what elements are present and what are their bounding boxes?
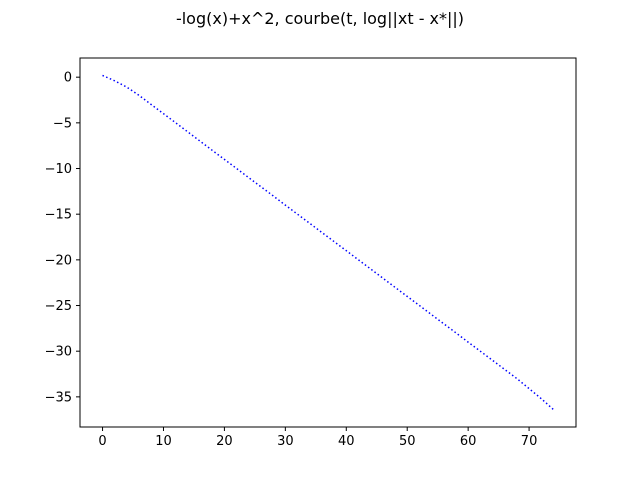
y-tick-label: −20 bbox=[45, 253, 72, 268]
x-tick-label: 30 bbox=[277, 434, 294, 449]
y-tick-label: −35 bbox=[45, 390, 72, 405]
y-axis: 0 −5 −10 −15 −20 −25 −30 −35 bbox=[45, 71, 80, 405]
x-tick-label: 40 bbox=[338, 434, 355, 449]
y-tick-label: −5 bbox=[53, 116, 72, 131]
axes-frame bbox=[79, 57, 577, 428]
y-tick-label: −15 bbox=[45, 208, 72, 223]
x-axis: 0 10 20 30 40 50 60 70 bbox=[98, 427, 537, 449]
x-tick-label: 70 bbox=[521, 434, 538, 449]
plot-area bbox=[102, 74, 554, 411]
y-tick-label: −10 bbox=[45, 162, 72, 177]
y-tick-label: 0 bbox=[64, 71, 72, 86]
y-tick-label: −30 bbox=[45, 345, 72, 360]
x-tick-label: 50 bbox=[399, 434, 416, 449]
series-line bbox=[102, 74, 554, 411]
x-tick-label: 20 bbox=[216, 434, 233, 449]
x-tick-label: 60 bbox=[460, 434, 477, 449]
x-tick-label: 0 bbox=[98, 434, 106, 449]
y-tick-label: −25 bbox=[45, 299, 72, 314]
chart-title: -log(x)+x^2, courbe(t, log||xt - x*||) bbox=[176, 9, 464, 28]
x-tick-label: 10 bbox=[155, 434, 172, 449]
